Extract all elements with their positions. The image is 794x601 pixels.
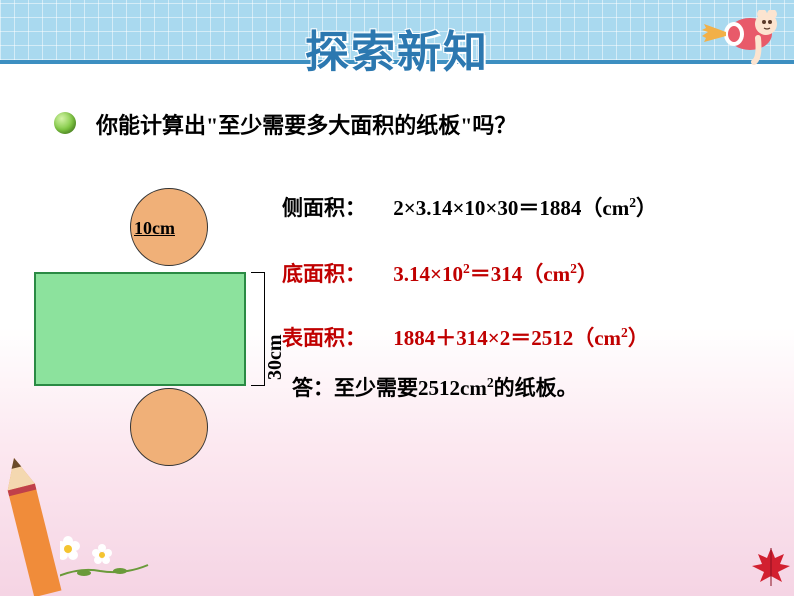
dimension-bracket <box>251 272 265 386</box>
bullet-icon <box>54 112 76 134</box>
radius-label: 10cm <box>134 218 175 239</box>
flower-decoration <box>60 529 150 584</box>
base-expr: 3.14×102＝314（cm2） <box>393 262 598 286</box>
page-title: 探索新知 <box>305 16 489 80</box>
base-area-row: 底面积： 3.14×102＝314（cm2） <box>282 258 598 288</box>
header-bar: 探索新知 <box>0 0 794 64</box>
lateral-expr: 2×3.14×10×30＝1884（cm2） <box>393 196 657 220</box>
lateral-rectangle <box>34 272 246 386</box>
question-text: 你能计算出"至少需要多大面积的纸板"吗？ <box>96 108 516 140</box>
bottom-circle <box>130 388 208 466</box>
lateral-label: 侧面积： <box>282 192 388 222</box>
maple-leaf-decoration <box>750 546 792 588</box>
answer-row: 答：至少需要2512cm2的纸板。 <box>292 372 578 402</box>
lateral-area-row: 侧面积： 2×3.14×10×30＝1884（cm2） <box>282 192 657 222</box>
answer-text: 答：至少需要2512cm2的纸板。 <box>292 376 578 400</box>
surface-area-row: 表面积： 1884＋314×2＝2512（cm2） <box>282 322 649 352</box>
megaphone-mascot <box>692 10 780 66</box>
base-label: 底面积： <box>282 258 388 288</box>
surface-label: 表面积： <box>282 322 388 352</box>
surface-expr: 1884＋314×2＝2512（cm2） <box>393 326 649 350</box>
